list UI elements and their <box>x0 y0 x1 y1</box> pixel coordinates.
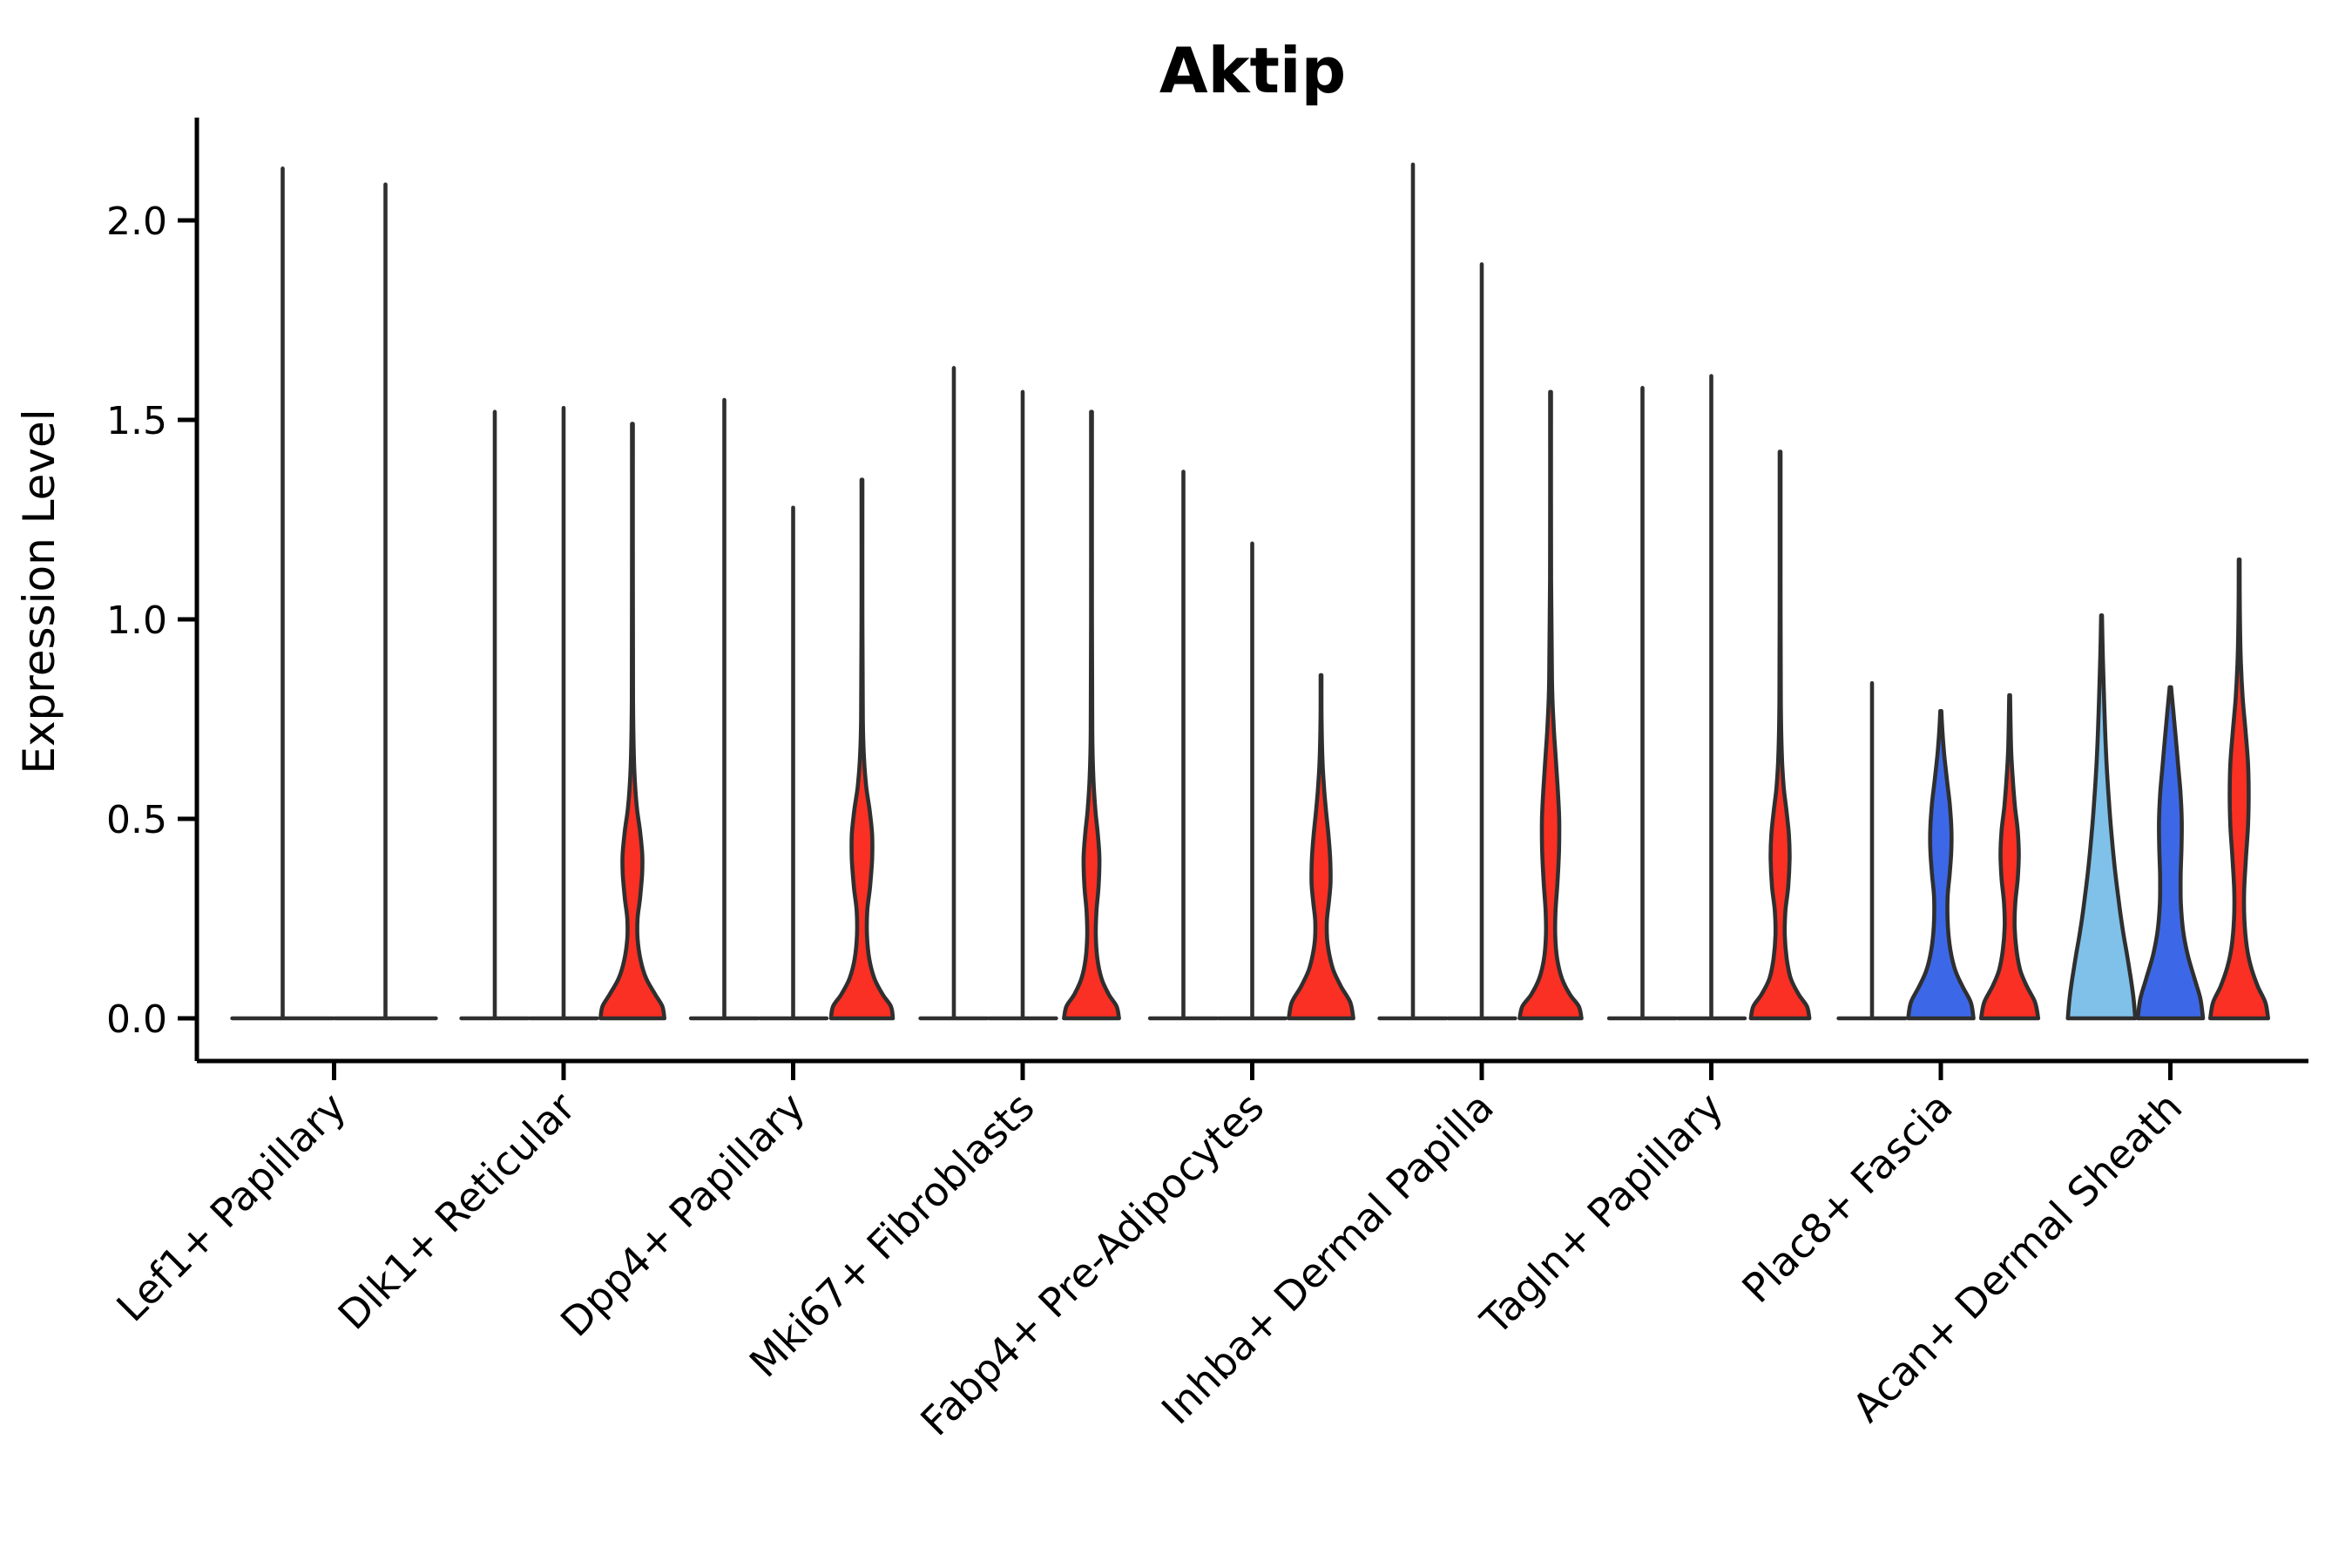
violin-blue-8-2 <box>1906 709 1976 1021</box>
chart-title: Aktip <box>1159 34 1346 107</box>
violin-red-9-3 <box>2208 558 2270 1021</box>
x-tick-label-7: Tagln+ Papillary <box>1471 1084 1733 1345</box>
y-tick-label-0.0: 0.0 <box>106 997 167 1042</box>
x-tick-label-2: Dlk1+ Reticular <box>329 1084 585 1339</box>
violin-red-5-3 <box>1287 672 1355 1021</box>
y-tick-label-0.5: 0.5 <box>106 798 167 842</box>
violin-red-3-3 <box>828 477 896 1021</box>
violin-sky-9-1 <box>2065 613 2138 1021</box>
violin-red-7-3 <box>1748 449 1812 1021</box>
violin-red-4-3 <box>1062 409 1121 1021</box>
violin-red-2-3 <box>598 422 666 1021</box>
x-tick-label-1: Lef1+ Papillary <box>107 1084 355 1331</box>
y-axis-label: Expression Level <box>14 409 64 774</box>
y-tick-label-2.0: 2.0 <box>106 199 167 244</box>
x-tick-label-8: Plac8+ Fascia <box>1733 1084 1961 1312</box>
violin-blue-9-2 <box>2135 685 2206 1021</box>
violin-red-8-3 <box>1978 693 2041 1021</box>
violin-red-6-3 <box>1517 389 1584 1021</box>
y-tick-label-1.0: 1.0 <box>106 598 167 643</box>
x-tick-label-3: Dpp4+ Papillary <box>551 1084 814 1346</box>
y-tick-label-1.5: 1.5 <box>106 399 167 443</box>
